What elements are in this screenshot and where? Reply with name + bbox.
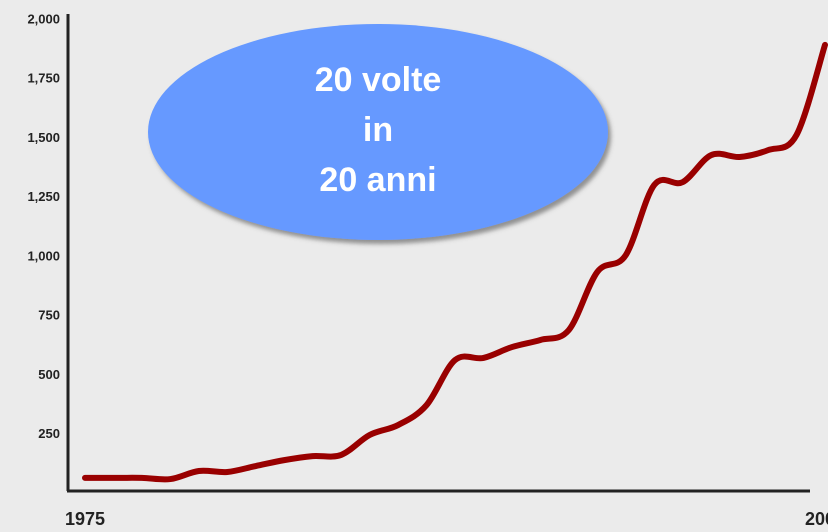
y-tick-label: 1,000	[27, 248, 60, 263]
y-tick-label: 1,500	[27, 130, 60, 145]
x-tick-label: 1975	[65, 509, 105, 529]
y-tick-label: 1,750	[27, 71, 60, 86]
y-tick-label: 250	[38, 426, 60, 441]
annotation-bubble	[148, 24, 608, 240]
annotation-text: in	[363, 111, 393, 149]
y-tick-label: 750	[38, 308, 60, 323]
y-tick-label: 1,250	[27, 189, 60, 204]
annotation-text: 20 anni	[319, 161, 436, 199]
x-tick-label: 2001	[805, 509, 828, 529]
data-line	[82, 41, 828, 483]
annotation-text: 20 volte	[315, 61, 442, 99]
y-tick-label: 500	[38, 367, 60, 382]
y-tick-label: 2,000	[27, 11, 60, 26]
